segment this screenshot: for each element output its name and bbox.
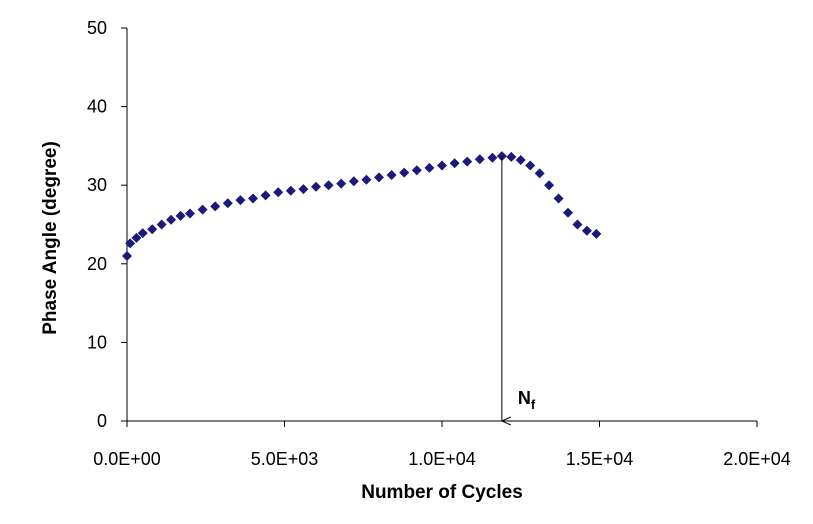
point [572,219,583,230]
point [122,250,132,261]
point [544,180,555,191]
annotation-subscript: f [531,397,536,412]
annotation-text: N [518,388,531,408]
point [131,232,142,243]
point [137,228,148,239]
point [147,224,158,235]
y-tick-label: 10 [87,332,107,352]
point [591,228,602,239]
point [323,180,334,191]
point [449,158,460,169]
point [534,168,545,179]
x-tick-label: 0.0E+00 [93,449,161,469]
y-tick-label: 0 [97,411,107,431]
point [424,162,435,173]
point [273,187,284,198]
point [515,155,526,166]
point [185,208,195,219]
point [374,172,384,183]
point [311,181,321,192]
point [248,193,258,204]
point [437,160,447,171]
point [474,154,485,165]
point [399,167,410,178]
point [156,219,167,230]
annotation-label: Nf [518,388,536,412]
point [210,201,221,212]
point [175,210,186,221]
point [361,174,372,185]
y-tick-label: 30 [87,175,107,195]
point [235,195,246,206]
y-tick-label: 40 [87,97,107,117]
y-tick-label: 50 [87,18,107,38]
point [386,169,397,180]
point [563,207,573,218]
point [197,204,208,215]
x-tick-label: 5.0E+03 [251,449,319,469]
point [487,152,498,163]
point [298,184,309,195]
point [506,151,517,162]
point [348,176,359,187]
point [411,165,422,176]
point [462,156,473,167]
point [285,185,296,196]
point [581,225,592,236]
x-axis-title: Number of Cycles [361,482,523,503]
point [260,190,271,201]
point [125,238,136,249]
x-tick-label: 1.0E+04 [408,449,476,469]
x-tick-label: 2.0E+04 [723,449,791,469]
y-axis-title: Phase Angle (degree) [40,141,61,335]
point [222,198,233,209]
point [166,214,177,225]
point [525,160,536,171]
x-tick-label: 1.5E+04 [566,449,634,469]
point [553,193,564,204]
y-tick-label: 20 [87,254,107,274]
point [336,178,347,189]
